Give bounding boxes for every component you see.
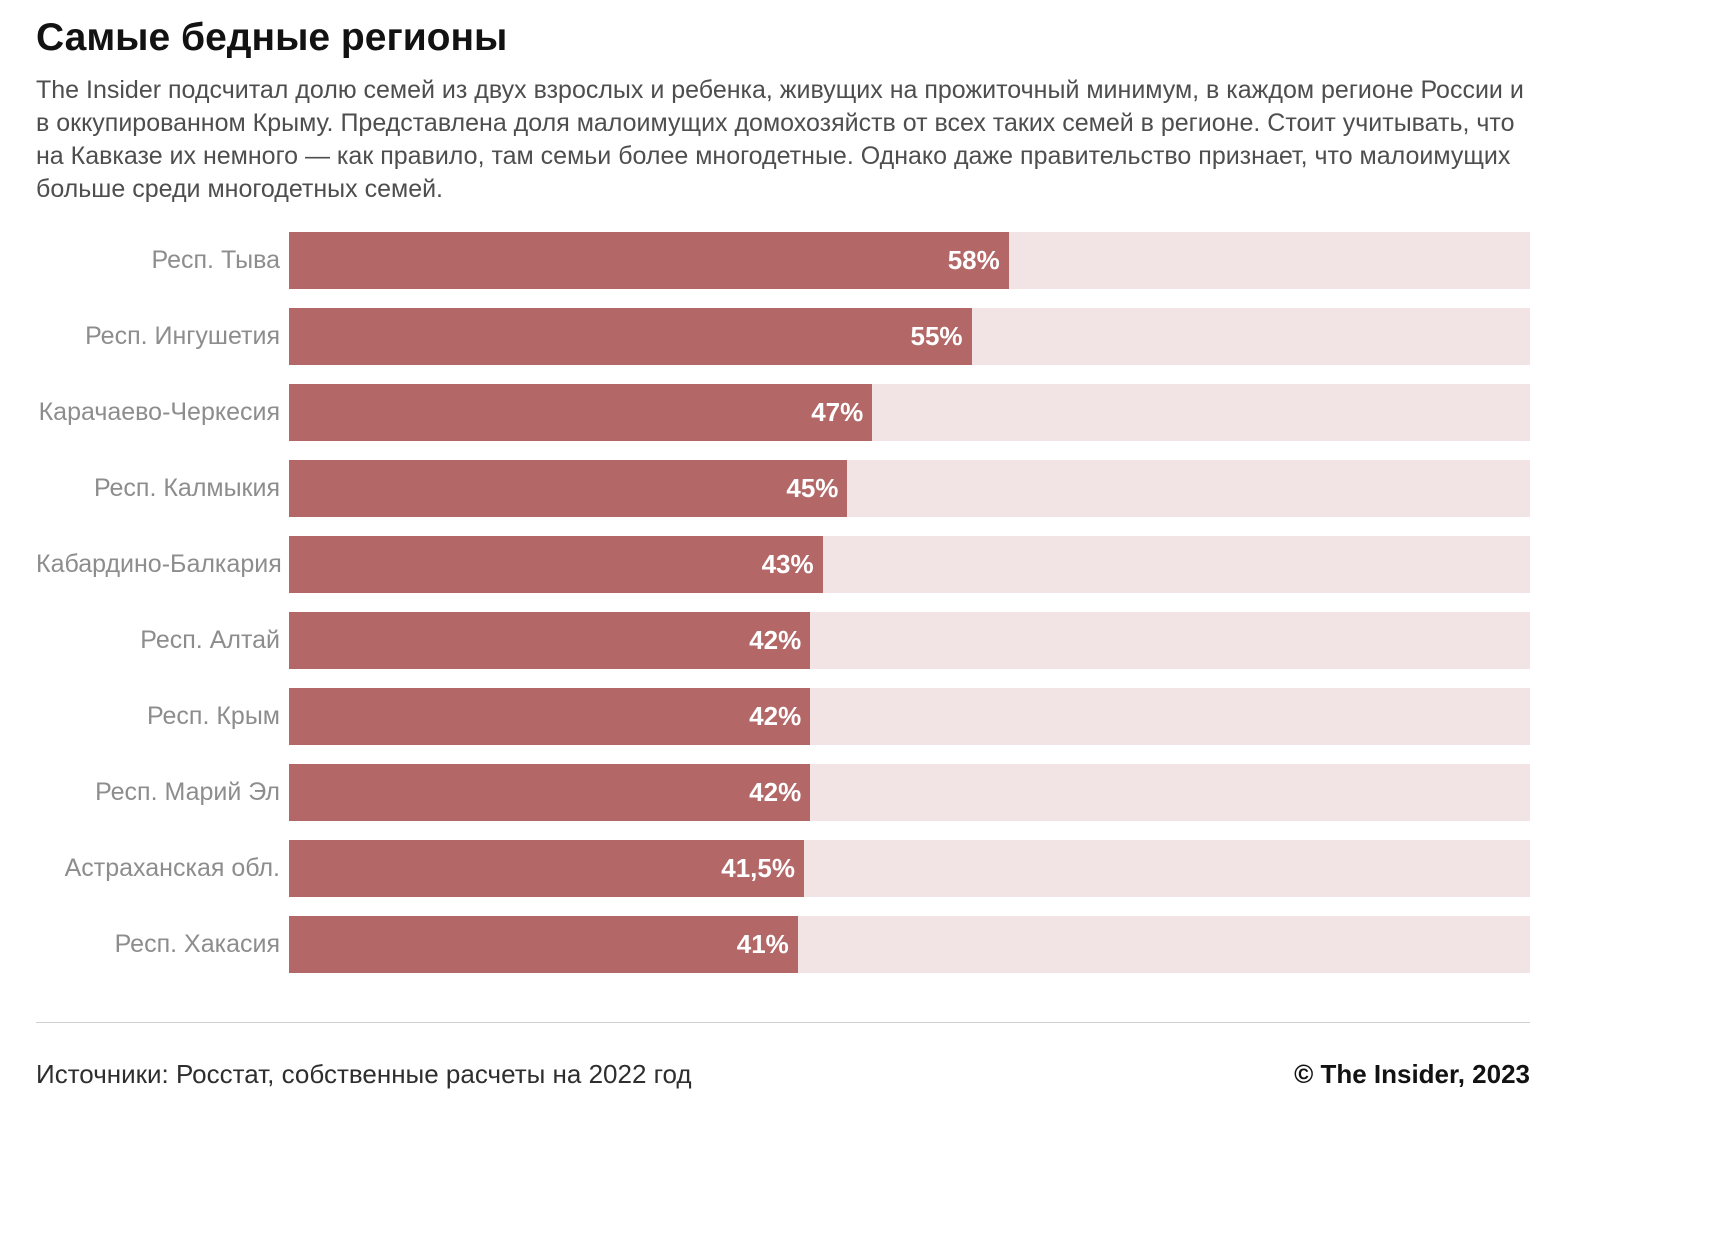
bar-fill: 41,5% [289, 840, 804, 897]
bar-row: Карачаево-Черкесия 47% [36, 384, 1530, 441]
bar-fill: 43% [289, 536, 823, 593]
bar-chart: Респ. Тыва 58% Респ. Ингушетия 55% Карачаево… [36, 232, 1530, 973]
bar-fill: 58% [289, 232, 1009, 289]
bar-value-label: 41,5% [721, 853, 795, 883]
bar-row: Респ. Калмыкия 45% [36, 460, 1530, 517]
bar-fill: 47% [289, 384, 873, 441]
source-note: Источники: Росстат, собственные расчеты … [36, 1059, 692, 1089]
bar-category-label: Респ. Калмыкия [93, 474, 280, 502]
bar-category-label: Астраханская обл. [64, 854, 280, 882]
bar-value-label: 42% [749, 701, 802, 731]
bar-track: 42% [289, 764, 1530, 821]
bar-row: Респ. Марий Эл 42% [36, 764, 1530, 821]
infographic: Самые бедные регионы The Insider подсчит… [36, 16, 1530, 1090]
bar-value-label: 55% [910, 321, 963, 351]
bar-track: 45% [289, 460, 1530, 517]
bar-fill: 41% [289, 916, 798, 973]
bar-value-label: 43% [761, 549, 814, 579]
bar-value-label: 42% [749, 625, 802, 655]
bar-row: Респ. Алтай 42% [36, 612, 1530, 669]
bar-value-label: 41% [736, 929, 789, 959]
bar-value-label: 47% [811, 397, 864, 427]
bar-fill: 42% [289, 764, 811, 821]
bar-category-label: Респ. Марий Эл [95, 778, 280, 806]
bar-track: 47% [289, 384, 1530, 441]
bar-track: 42% [289, 612, 1530, 669]
bar-track: 42% [289, 688, 1530, 745]
bar-row: Респ. Тыва 58% [36, 232, 1530, 289]
bar-fill: 42% [289, 612, 811, 669]
bar-category-label: Респ. Крым [146, 702, 280, 730]
bar-track: 43% [289, 536, 1530, 593]
bar-track: 41,5% [289, 840, 1530, 897]
footer-divider [36, 1022, 1530, 1023]
bar-category-label: Респ. Тыва [151, 246, 280, 274]
bar-category-label: Респ. Ингушетия [85, 322, 280, 350]
page-title: Самые бедные регионы [36, 16, 508, 59]
bar-row: Респ. Хакасия 41% [36, 916, 1530, 973]
bar-value-label: 45% [786, 473, 839, 503]
bar-value-label: 58% [947, 245, 1000, 275]
bar-category-label: Карачаево-Черкесия [38, 398, 280, 426]
footer: Источники: Росстат, собственные расчеты … [36, 1059, 1530, 1090]
bar-category-label: Кабардино-Балкария [36, 550, 282, 578]
bar-fill: 42% [289, 688, 811, 745]
bar-value-label: 42% [749, 777, 802, 807]
chart-description: The Insider подсчитал долю семей из двух… [36, 76, 1524, 203]
bar-row: Кабардино-Балкария 43% [36, 536, 1530, 593]
bar-track: 58% [289, 232, 1530, 289]
bar-row: Респ. Ингушетия 55% [36, 308, 1530, 365]
bar-track: 41% [289, 916, 1530, 973]
copyright-credit: © The Insider, 2023 [1294, 1059, 1530, 1089]
bar-row: Астраханская обл. 41,5% [36, 840, 1530, 897]
bar-track: 55% [289, 308, 1530, 365]
bar-fill: 45% [289, 460, 848, 517]
bar-category-label: Респ. Алтай [140, 626, 280, 654]
bar-category-label: Респ. Хакасия [114, 930, 280, 958]
bar-fill: 55% [289, 308, 972, 365]
bar-row: Респ. Крым 42% [36, 688, 1530, 745]
